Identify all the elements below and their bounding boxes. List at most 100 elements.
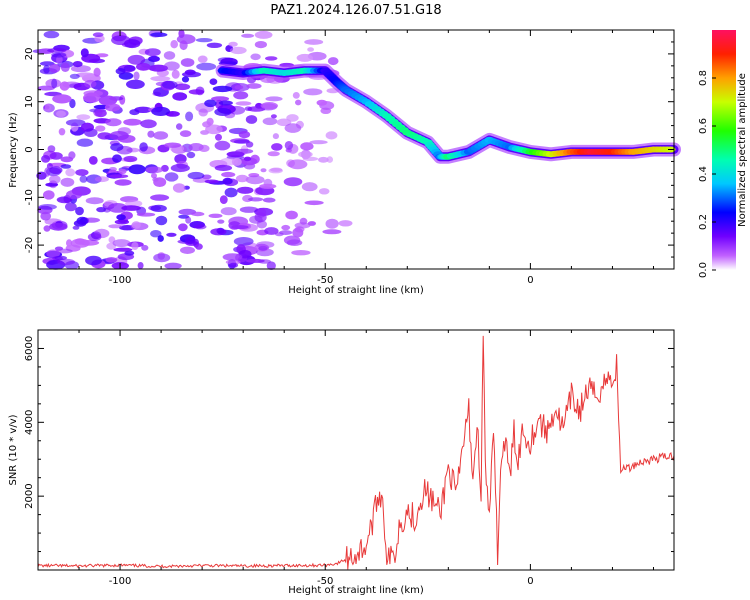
noise-blob — [44, 103, 52, 112]
noise-blob — [246, 83, 262, 89]
noise-blob — [303, 88, 323, 96]
noise-blob — [241, 33, 255, 38]
noise-blob — [75, 169, 89, 176]
noise-blob — [40, 211, 51, 221]
noise-blob — [72, 61, 83, 68]
noise-blob — [254, 212, 267, 223]
noise-blob — [114, 179, 132, 186]
noise-blob — [198, 144, 210, 152]
noise-blob — [254, 41, 267, 49]
colorbar-tick-label: 0.4 — [698, 166, 709, 182]
frequency-ridge — [215, 63, 681, 164]
snr-x-label: Height of straight line (km) — [288, 585, 424, 596]
noise-blob — [224, 187, 238, 198]
noise-blob — [76, 114, 91, 120]
x-tick-label: -50 — [317, 275, 333, 286]
noise-blob — [176, 123, 183, 130]
noise-blob — [43, 190, 55, 200]
noise-blob — [60, 62, 70, 72]
noise-blob — [209, 78, 218, 85]
noise-blob — [109, 131, 129, 141]
noise-blob — [84, 79, 97, 88]
noise-blob — [234, 85, 244, 90]
noise-blob — [73, 220, 87, 227]
noise-blob — [292, 227, 304, 238]
noise-blob — [171, 69, 180, 79]
noise-blob — [51, 78, 58, 89]
noise-blob — [195, 38, 213, 43]
noise-blob — [197, 55, 208, 63]
noise-blob — [338, 220, 353, 227]
colorbar: 0.0 0.2 0.4 0.6 0.8 Normalized spectral ampl… — [698, 30, 748, 278]
noise-blob — [281, 224, 291, 231]
noise-blob — [300, 142, 314, 151]
colorbar-tick-label: 0.8 — [698, 70, 709, 86]
noise-blob — [123, 118, 142, 126]
noise-blob — [70, 238, 90, 248]
noise-blob — [145, 166, 164, 174]
noise-blob — [84, 128, 98, 138]
noise-blob — [95, 109, 107, 118]
noise-blob — [292, 92, 300, 99]
noise-blob — [65, 119, 86, 127]
noise-blob — [172, 183, 186, 193]
noise-blob — [98, 95, 118, 106]
noise-blob — [295, 99, 302, 106]
noise-blob — [60, 177, 75, 187]
noise-blob — [327, 57, 339, 66]
y-tick-label: 20 — [24, 48, 35, 61]
noise-blob — [272, 133, 279, 140]
noise-blob — [211, 96, 230, 102]
noise-blob — [164, 262, 182, 270]
noise-blob — [191, 211, 205, 217]
noise-blob — [83, 93, 101, 103]
noise-blob — [105, 118, 122, 127]
noise-blob — [150, 32, 168, 37]
noise-blob — [204, 99, 217, 108]
noise-blob — [301, 182, 318, 192]
noise-blob — [210, 228, 227, 236]
spectrogram-x-label: Height of straight line (km) — [288, 285, 424, 296]
y-tick-label: -20 — [24, 237, 35, 253]
noise-blob — [92, 32, 104, 37]
noise-blob — [107, 203, 128, 213]
noise-blob — [69, 98, 76, 109]
noise-blob — [296, 53, 313, 62]
noise-blob — [47, 145, 56, 153]
noise-blob — [144, 48, 161, 57]
noise-blob — [325, 131, 338, 140]
noise-blob — [265, 56, 278, 61]
noise-blob — [115, 68, 126, 75]
noise-blob — [322, 229, 342, 235]
noise-blob — [95, 125, 106, 132]
noise-blob — [93, 67, 101, 77]
noise-blob — [233, 237, 254, 246]
noise-blob — [85, 197, 104, 205]
noise-blob — [164, 142, 182, 148]
y-tick-label: 4000 — [24, 410, 35, 435]
x-tick-label: -100 — [109, 576, 132, 587]
noise-blob — [127, 54, 146, 65]
snr-frame — [37, 329, 675, 571]
noise-blob — [260, 168, 267, 173]
snr-ticks: -100 -50 0 2000 4000 6000 — [24, 329, 674, 587]
noise-blob — [40, 61, 55, 66]
noise-blob — [170, 163, 190, 173]
noise-blob — [294, 222, 311, 229]
noise-blob — [254, 30, 273, 39]
noise-blob — [270, 167, 283, 172]
noise-blob — [276, 118, 292, 127]
noise-blob — [124, 250, 135, 256]
y-tick-label: 10 — [24, 95, 35, 108]
noise-blob — [196, 62, 217, 71]
noise-blob — [184, 69, 196, 76]
noise-blob — [136, 212, 156, 217]
noise-blob — [185, 236, 196, 245]
noise-blob — [260, 102, 278, 110]
noise-blob — [66, 189, 83, 200]
noise-blob — [217, 57, 233, 63]
noise-blob — [218, 100, 233, 106]
noise-blob — [151, 106, 171, 116]
noise-blob — [185, 111, 194, 122]
noise-blob — [229, 46, 247, 55]
